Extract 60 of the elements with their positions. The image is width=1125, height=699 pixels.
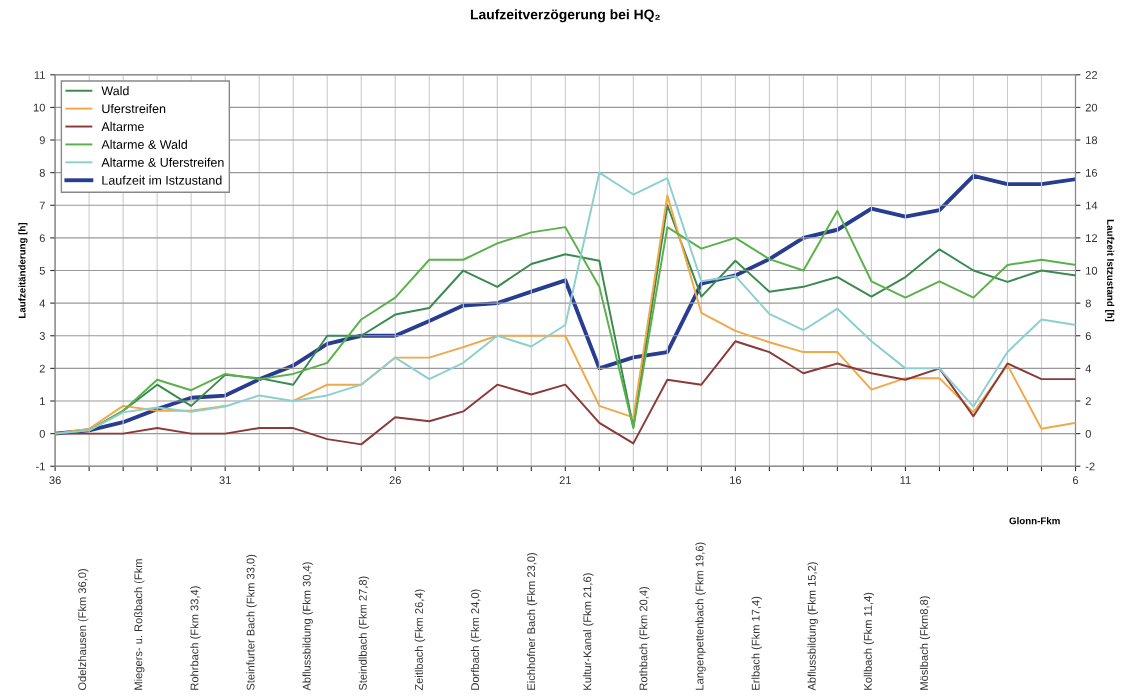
x-axis-title: Glonn-Fkm <box>1009 517 1060 525</box>
legend-label: Altarme & Wald <box>101 139 187 149</box>
x-tick-label: 6 <box>1072 476 1079 485</box>
y-tick-label: 8 <box>39 168 45 177</box>
y-tick-label: 10 <box>33 103 45 112</box>
x-tick-label: 26 <box>389 476 401 485</box>
text: Kultur-Kanal (Fkm 21,6) <box>583 573 594 690</box>
text: Eichhofner Bach (Fkm 23,0) <box>526 552 538 690</box>
y2-tick-label: 8 <box>1085 299 1091 308</box>
text: Odelzhausen (Fkm 36,0) <box>78 569 89 691</box>
y2-tick-label: 4 <box>1085 364 1092 373</box>
y-tick-label: 3 <box>39 332 45 340</box>
text: Rohrbach (Fkm 33,4) <box>190 586 201 690</box>
y-tick-label: 0 <box>39 429 45 438</box>
y2-tick-label: 12 <box>1086 234 1098 242</box>
text: Dorfbach (Fkm 24,0) <box>470 589 482 690</box>
legend-label: Wald <box>101 86 129 96</box>
y2-tick-label: 14 <box>1086 201 1098 210</box>
y2-tick-label: 16 <box>1086 168 1098 177</box>
y2-tick-label: 6 <box>1085 332 1091 340</box>
y-tick-label: 9 <box>39 136 45 145</box>
y-tick-label: 4 <box>39 299 46 308</box>
text: Zeitlbach (Fkm 26,4) <box>414 589 426 691</box>
text: Steindlbach (Fkm 27,8) <box>358 576 369 691</box>
text: Erlbach (Fkm 17,4) <box>751 596 762 690</box>
text: Kollbach (Fkm 11,4) <box>863 592 875 690</box>
chart-title: Laufzeitverzögerung bei HQ₂ <box>470 9 660 23</box>
x-tick-label: 21 <box>559 476 571 485</box>
text: Langenpettenbach (Fkm 19,6) <box>695 542 706 690</box>
x-tick-label: 31 <box>219 476 231 485</box>
text: Rothbach (Fkm 20,4) <box>639 586 650 690</box>
legend-label: Uferstreifen <box>102 103 166 114</box>
text: Steinfurter Bach (Fkm 33,0) <box>246 554 257 691</box>
text: Möslbach (Fkm8,8) <box>919 596 931 690</box>
y2-tick-label: 0 <box>1085 429 1091 438</box>
y2-tick-label: 2 <box>1085 397 1091 406</box>
y-tick-label: -1 <box>36 462 45 471</box>
y2-tick-label: 10 <box>1086 266 1098 275</box>
legend-label: Laufzeit im Istzustand <box>102 175 222 185</box>
y2-axis-title: Laufzeit Istzustand [h] <box>1105 219 1115 322</box>
y-tick-label: 2 <box>39 364 45 373</box>
y-axis-title: Laufzeitänderung [h] <box>18 222 28 318</box>
legend-label: Altarme & Uferstreifen <box>101 157 224 167</box>
y-tick-label: 5 <box>39 266 45 275</box>
y2-tick-label: -2 <box>1085 462 1095 471</box>
x-tick-label: 16 <box>730 476 742 485</box>
y-tick-label: 6 <box>39 234 45 243</box>
y2-tick-label: 22 <box>1085 71 1098 79</box>
y2-tick-label: 18 <box>1086 136 1098 145</box>
y-tick-label: 11 <box>34 71 45 79</box>
x-tick-label: 36 <box>49 476 61 485</box>
x-tick-label: 11 <box>900 476 911 485</box>
text: Miegers- u. Roßbach (Fkm <box>134 559 145 690</box>
text: Abflussbildung (Fkm 15,2) <box>807 562 818 691</box>
text: Abflussbildung (Fkm 30,4) <box>302 562 313 691</box>
legend-label: Altarme <box>101 121 144 132</box>
y2-tick-label: 20 <box>1085 103 1098 112</box>
line-series <box>55 340 1076 446</box>
y-tick-label: 1 <box>40 397 45 406</box>
y-tick-label: 7 <box>39 201 45 210</box>
